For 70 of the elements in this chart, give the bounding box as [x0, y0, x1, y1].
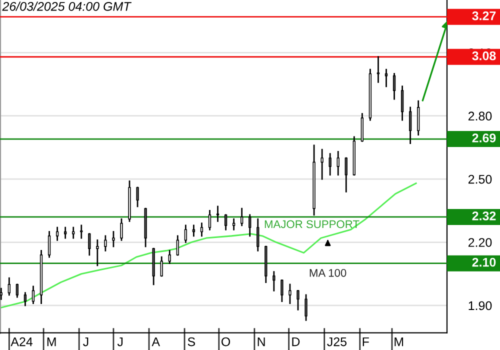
x-tick-label: A — [152, 337, 160, 346]
ref-line-label: 2.10 — [472, 258, 496, 267]
candlestick — [16, 284, 19, 298]
x-tick-label: S — [188, 337, 195, 346]
candlestick — [120, 218, 123, 241]
candlestick — [224, 214, 228, 230]
candlestick — [160, 256, 163, 277]
candlestick — [417, 100, 420, 136]
candlestick — [136, 186, 139, 208]
x-tick-label: N — [258, 337, 265, 346]
y-tick-label: 2.80 — [468, 112, 492, 121]
y-tick-label: 2.50 — [468, 174, 492, 184]
candlestick — [296, 290, 300, 310]
candlestick — [280, 279, 284, 302]
candlestick — [64, 226, 67, 239]
candlestick — [208, 210, 212, 230]
candlestick — [96, 239, 99, 266]
candlestick — [192, 224, 196, 237]
x-tick-label: A24 — [10, 337, 33, 346]
candlestick — [288, 284, 292, 304]
candlestick — [320, 148, 324, 180]
x-tick-label: O — [222, 337, 230, 346]
candlestick — [80, 224, 83, 239]
line-series — [0, 182, 417, 308]
candlestick — [392, 73, 396, 100]
candlestick — [8, 277, 11, 296]
candlestick — [248, 214, 252, 237]
candlestick — [104, 235, 107, 252]
candlestick — [176, 235, 179, 256]
candlestick — [328, 153, 332, 176]
x-tick-label: J25 — [327, 337, 347, 346]
candlestick — [256, 218, 260, 252]
candlestick — [384, 68, 388, 88]
candlestick — [48, 231, 51, 258]
candlestick — [72, 226, 75, 239]
candlestick — [88, 233, 91, 256]
candlestick — [32, 286, 35, 304]
ref-line-label: 2.32 — [472, 211, 496, 220]
y-tick-label: 1.90 — [468, 301, 492, 310]
ref-line-label: 3.08 — [472, 51, 496, 60]
candlestick — [168, 250, 171, 264]
x-tick-label: D — [292, 337, 300, 346]
x-tick-label: J — [117, 337, 123, 346]
candlestick — [216, 206, 220, 222]
ref-line-label: 3.27 — [472, 11, 496, 20]
candlestick — [24, 292, 27, 306]
candlestick — [344, 157, 348, 192]
x-tick-label: J — [83, 337, 88, 346]
candlestick — [408, 106, 412, 144]
candlestick — [336, 150, 340, 176]
annotation: MAJOR SUPPORT — [264, 220, 360, 228]
candlestick — [112, 231, 115, 248]
candlestick — [272, 271, 276, 292]
candlestick — [400, 86, 404, 121]
candlestick — [0, 288, 2, 300]
candlestick — [240, 208, 244, 226]
x-tick-label: F — [362, 337, 369, 346]
candlestick — [232, 218, 236, 230]
x-tick-label: M — [394, 337, 404, 346]
chart-title: 26/03/2025 04:00 GMT — [2, 2, 132, 11]
candlestick — [360, 113, 364, 142]
y-tick-label: 2.20 — [468, 238, 492, 247]
candlestick — [56, 226, 59, 241]
x-tick-label: M — [47, 337, 56, 346]
candlestick — [184, 224, 188, 243]
candlestick — [304, 294, 308, 321]
candlestick — [200, 222, 204, 237]
candlestick — [376, 56, 380, 83]
annotation: MA 100 — [310, 268, 346, 277]
ref-line-label: 2.69 — [472, 134, 496, 142]
